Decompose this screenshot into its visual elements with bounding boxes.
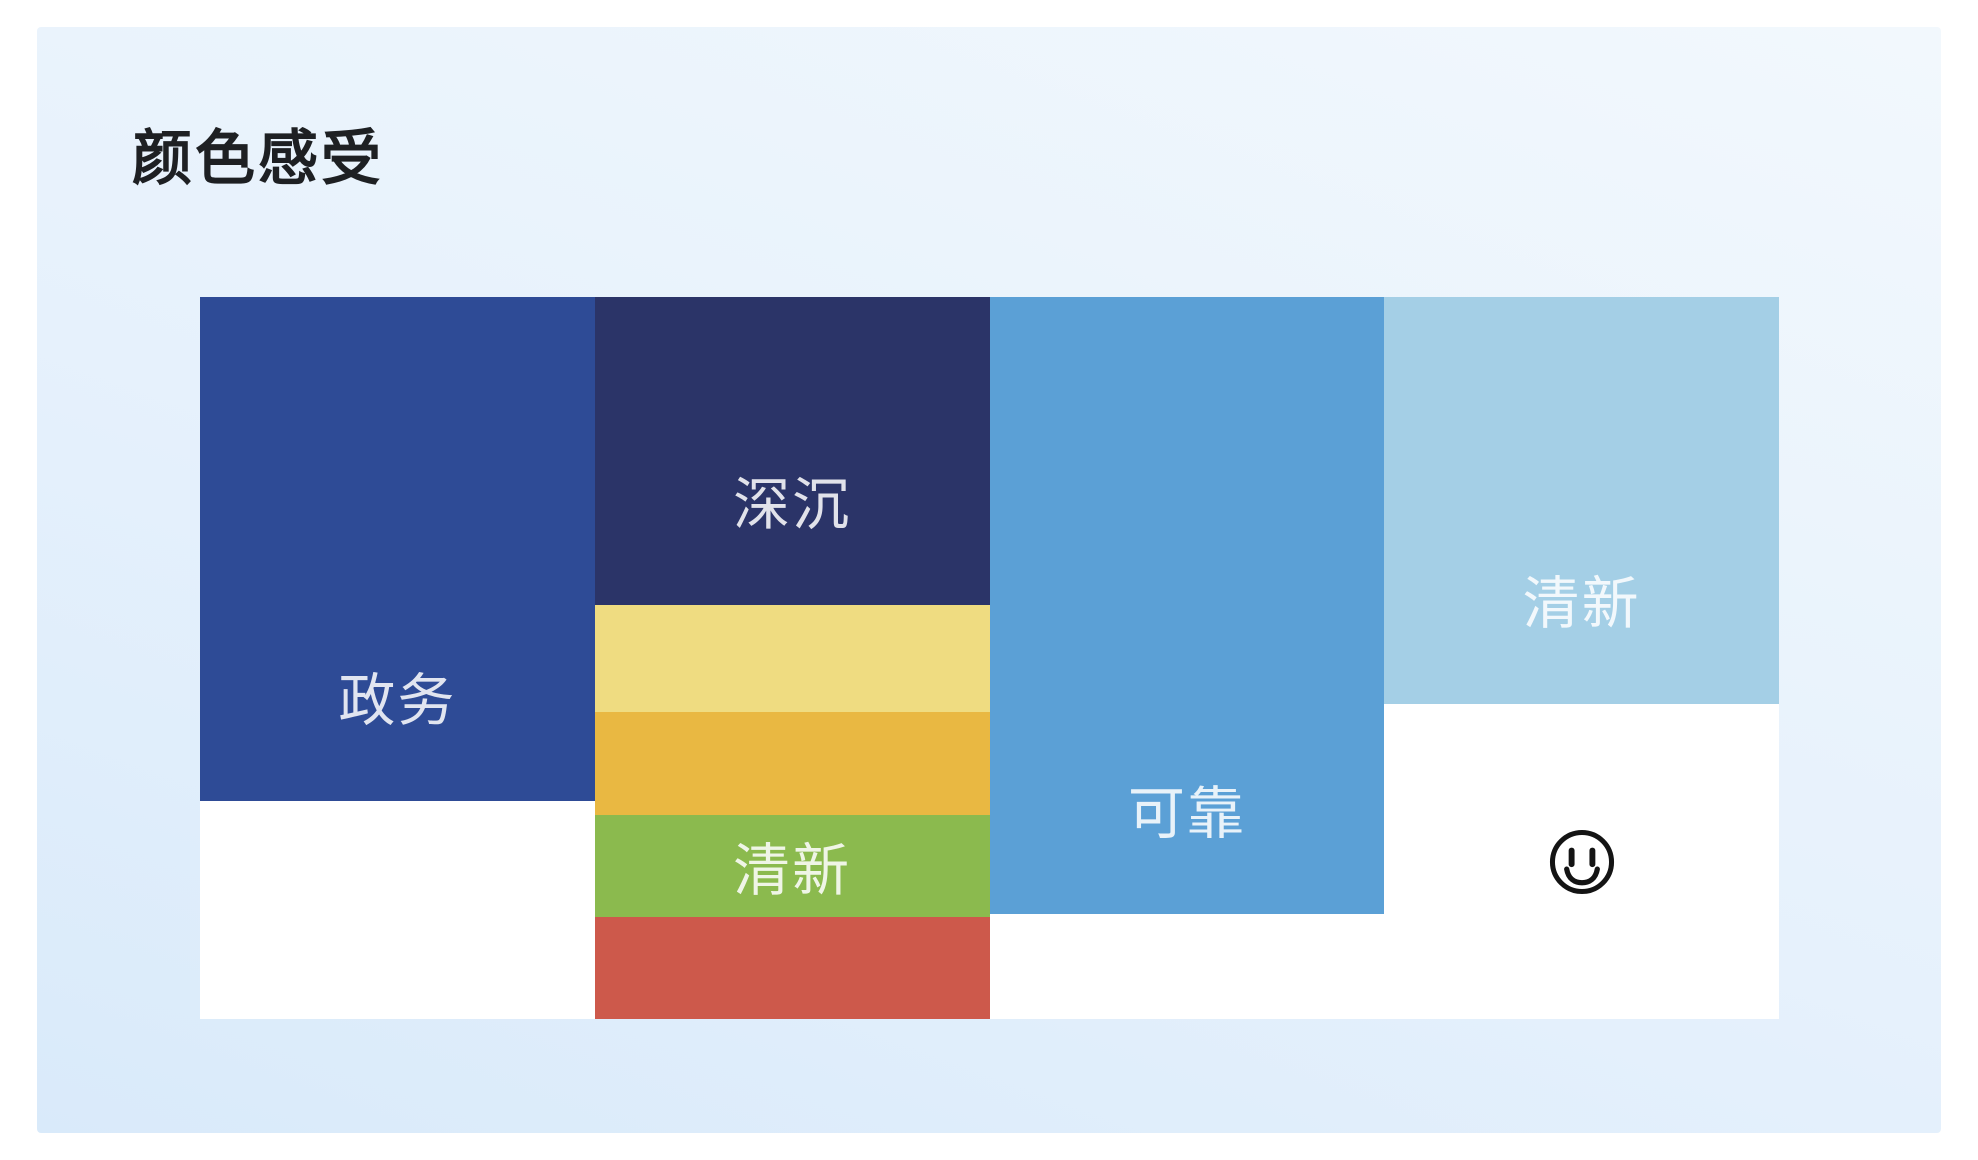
color-block: 清新 [594, 815, 990, 918]
palette-column: 深沉 清新 [594, 297, 990, 1019]
block-label: 清新 [1522, 572, 1641, 637]
color-block [594, 917, 990, 1019]
color-block: 深沉 [594, 297, 990, 606]
palette-column: 清新 [1384, 297, 1779, 1019]
color-block: 清新 [1384, 297, 1779, 705]
color-block [594, 712, 990, 816]
block-label: 清新 [733, 839, 852, 904]
page-title: 颜色感受 [132, 125, 384, 192]
color-block [594, 605, 990, 713]
color-block: 可靠 [989, 297, 1385, 915]
block-label: 深沉 [733, 473, 852, 538]
palette-column: 可靠 [989, 297, 1385, 1019]
smiley-icon-area [1384, 704, 1779, 1019]
smiley-face-icon [1549, 829, 1614, 894]
palette-column: 政务 [200, 297, 595, 1019]
block-label: 政务 [338, 668, 457, 733]
color-block: 政务 [200, 297, 595, 801]
color-board: 政务 深沉 清新 可靠 清新 [200, 297, 1779, 1019]
block-label: 可靠 [1127, 782, 1246, 847]
